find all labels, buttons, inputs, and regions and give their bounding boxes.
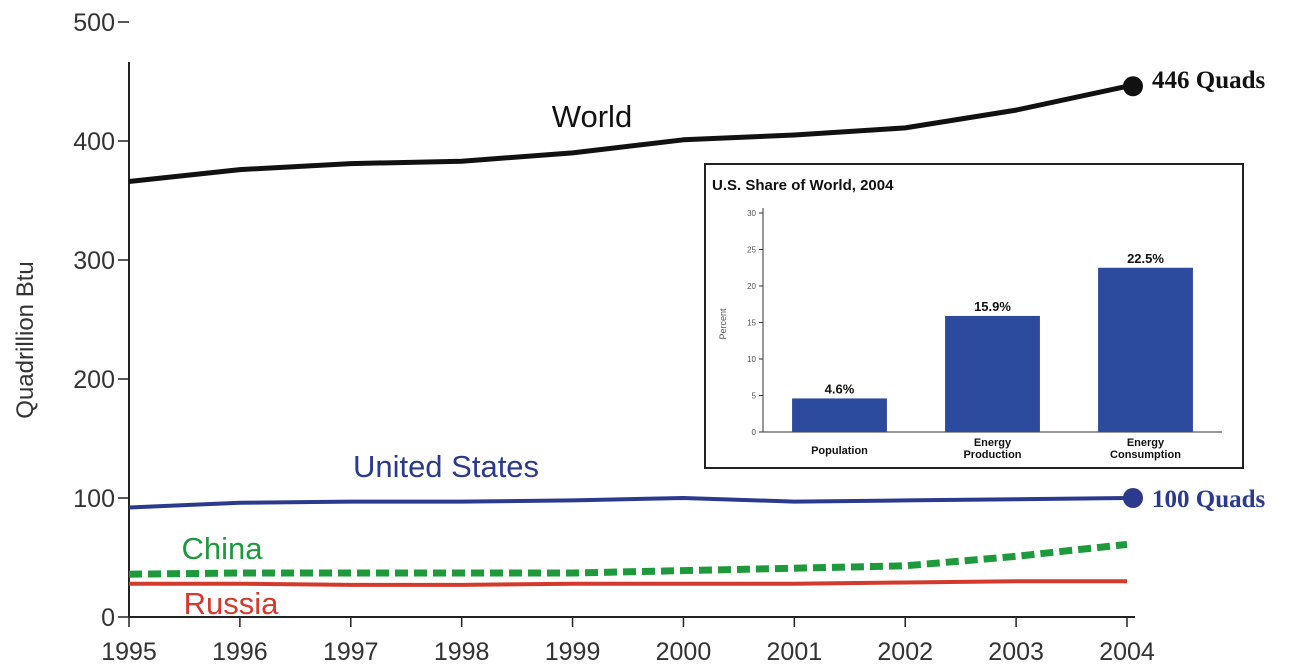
inset-category-label-energy-consumption-1: Consumption	[1110, 449, 1181, 461]
inset-value-label-energy-production: 15.9%	[974, 299, 1011, 314]
end-marker-world	[1123, 76, 1143, 97]
inset-y-tick-label-0: 0	[752, 428, 757, 437]
y-tick-label-100: 100	[73, 485, 115, 513]
inset-value-label-energy-consumption: 22.5%	[1127, 251, 1164, 266]
x-tick-label-2004: 2004	[1099, 638, 1155, 666]
x-tick-label-1997: 1997	[323, 638, 379, 666]
x-tick-label-2000: 2000	[656, 638, 712, 666]
inset-y-tick-label-30: 30	[747, 209, 756, 218]
inset-bar-chart: U.S. Share of World, 2004 Percent 0 5 10 15…	[704, 163, 1244, 469]
inset-category-label-energy-production-0: Energy	[974, 437, 1012, 449]
x-tick-label-1996: 1996	[212, 638, 268, 666]
series-line-world	[128, 83, 1128, 184]
y-tick-label-200: 200	[73, 366, 115, 394]
inset-y-tick-label-5: 5	[752, 392, 757, 401]
y-tick-group: 0 100 200 300 400 500	[73, 9, 129, 632]
series-label-world: World	[552, 99, 632, 134]
end-label-united-states: 100 Quads	[1152, 486, 1266, 513]
x-tick-label-2001: 2001	[767, 638, 823, 666]
series-label-united-states: United States	[353, 449, 539, 484]
inset-y-tick-label-20: 20	[747, 282, 756, 291]
inset-category-label-energy-consumption-0: Energy	[1127, 437, 1165, 449]
x-tick-label-1999: 1999	[545, 638, 601, 666]
series-lines	[128, 76, 1143, 587]
end-label-world: 446 Quads	[1152, 67, 1266, 94]
y-axis-title: Quadrillion Btu	[12, 261, 39, 418]
inset-y-tick-group: 0 5 10 15 20 25 30	[747, 209, 763, 437]
x-tick-label-1998: 1998	[434, 638, 490, 666]
inset-bar-energy-production	[945, 315, 1040, 432]
end-label-group: 446 Quads 100 Quads	[1152, 67, 1266, 513]
x-tick-label-2002: 2002	[877, 638, 933, 666]
y-tick-label-0: 0	[101, 604, 115, 632]
series-line-china	[128, 540, 1128, 578]
x-tick-label-2003: 2003	[988, 638, 1044, 666]
series-label-china: China	[182, 531, 264, 566]
inset-category-label-energy-production-1: Production	[963, 449, 1021, 461]
inset-y-tick-label-25: 25	[747, 246, 756, 255]
inset-bar-group: 4.6%Population15.9%EnergyProduction22.5%…	[792, 251, 1193, 461]
inset-y-axis-title: Percent	[718, 308, 728, 340]
inset-bar-energy-consumption	[1098, 267, 1193, 432]
inset-title: U.S. Share of World, 2004	[712, 177, 894, 194]
inset-y-tick-label-10: 10	[747, 355, 756, 364]
series-line-united-states	[128, 496, 1128, 510]
inset-y-tick-label-15: 15	[747, 319, 756, 328]
y-tick-label-500: 500	[73, 9, 115, 37]
inset-value-label-population: 4.6%	[825, 381, 855, 396]
inset-bar-population	[792, 398, 887, 432]
series-label-group: World United States China Russia	[182, 99, 633, 621]
end-marker-united-states	[1123, 488, 1143, 508]
y-tick-label-300: 300	[73, 247, 115, 275]
x-tick-label-1995: 1995	[101, 638, 157, 666]
x-tick-group: 1995 1996 1997 1998 1999 2000 2001 2002 2003 2004	[101, 617, 1155, 666]
y-tick-label-400: 400	[73, 128, 115, 156]
series-label-russia: Russia	[184, 586, 280, 621]
inset-category-label-population-0: Population	[811, 445, 868, 457]
series-line-russia	[129, 579, 1127, 587]
